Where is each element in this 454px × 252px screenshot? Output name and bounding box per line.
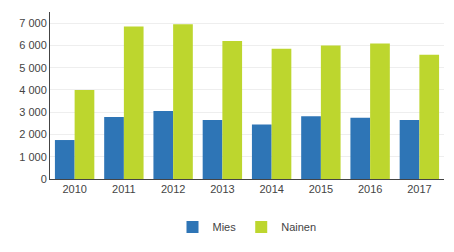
svg-text:2011: 2011 [112, 183, 136, 195]
svg-text:5 000: 5 000 [19, 62, 47, 74]
svg-text:0: 0 [41, 173, 47, 185]
svg-text:4 000: 4 000 [19, 84, 47, 96]
svg-text:3 000: 3 000 [19, 106, 47, 118]
svg-text:2014: 2014 [259, 183, 283, 195]
svg-text:6 000: 6 000 [19, 39, 47, 51]
svg-text:2 000: 2 000 [19, 128, 47, 140]
svg-text:Mies: Mies [213, 221, 237, 233]
svg-text:7 000: 7 000 [19, 17, 47, 29]
svg-text:2015: 2015 [309, 183, 333, 195]
svg-text:Nainen: Nainen [281, 221, 316, 233]
svg-text:1 000: 1 000 [19, 151, 47, 163]
svg-text:2012: 2012 [161, 183, 185, 195]
svg-text:2016: 2016 [358, 183, 382, 195]
svg-text:2010: 2010 [62, 183, 86, 195]
svg-text:2017: 2017 [407, 183, 431, 195]
svg-text:2013: 2013 [210, 183, 234, 195]
